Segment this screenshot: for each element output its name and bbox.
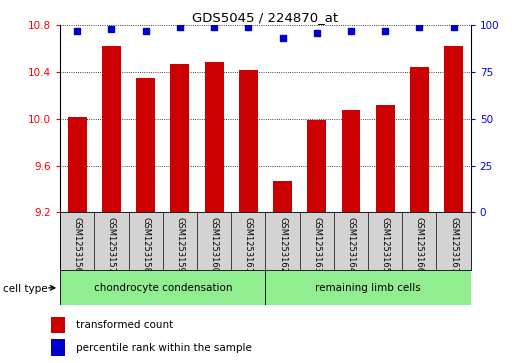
Text: GSM1253159: GSM1253159 bbox=[175, 217, 185, 273]
Text: GSM1253161: GSM1253161 bbox=[244, 217, 253, 273]
Point bbox=[244, 24, 253, 30]
Text: GSM1253166: GSM1253166 bbox=[415, 217, 424, 273]
Bar bbox=[204, 62, 223, 212]
Text: cell type: cell type bbox=[3, 284, 47, 294]
Bar bbox=[137, 78, 155, 212]
Text: transformed count: transformed count bbox=[76, 321, 174, 330]
Text: GSM1253157: GSM1253157 bbox=[107, 217, 116, 273]
Text: GSM1253163: GSM1253163 bbox=[312, 217, 321, 273]
Point bbox=[449, 24, 458, 30]
Point bbox=[278, 36, 287, 41]
Bar bbox=[410, 68, 429, 212]
Point bbox=[107, 26, 116, 32]
Bar bbox=[342, 110, 360, 212]
Text: percentile rank within the sample: percentile rank within the sample bbox=[76, 343, 252, 352]
Text: GSM1253158: GSM1253158 bbox=[141, 217, 150, 273]
Point bbox=[313, 30, 321, 36]
Point bbox=[142, 28, 150, 34]
Text: GSM1253167: GSM1253167 bbox=[449, 217, 458, 273]
Text: GSM1253164: GSM1253164 bbox=[346, 217, 356, 273]
Text: GSM1253162: GSM1253162 bbox=[278, 217, 287, 273]
Bar bbox=[68, 117, 87, 212]
Bar bbox=[266, 270, 471, 305]
Point bbox=[381, 28, 389, 34]
Bar bbox=[60, 270, 265, 305]
Point bbox=[73, 28, 82, 34]
Title: GDS5045 / 224870_at: GDS5045 / 224870_at bbox=[192, 11, 338, 24]
Point bbox=[176, 24, 184, 30]
Bar bbox=[239, 70, 258, 212]
Bar bbox=[170, 64, 189, 212]
Bar bbox=[273, 181, 292, 212]
Text: remaining limb cells: remaining limb cells bbox=[315, 283, 421, 293]
Bar bbox=[51, 339, 65, 356]
Bar bbox=[308, 120, 326, 212]
Point bbox=[415, 24, 424, 30]
Text: chondrocyte condensation: chondrocyte condensation bbox=[94, 283, 232, 293]
Point bbox=[347, 28, 355, 34]
Text: GSM1253160: GSM1253160 bbox=[210, 217, 219, 273]
Bar bbox=[102, 46, 121, 212]
Bar bbox=[444, 46, 463, 212]
Bar bbox=[51, 317, 65, 333]
Text: GSM1253165: GSM1253165 bbox=[381, 217, 390, 273]
Bar bbox=[376, 105, 394, 212]
Text: GSM1253156: GSM1253156 bbox=[73, 217, 82, 273]
Point bbox=[210, 24, 218, 30]
